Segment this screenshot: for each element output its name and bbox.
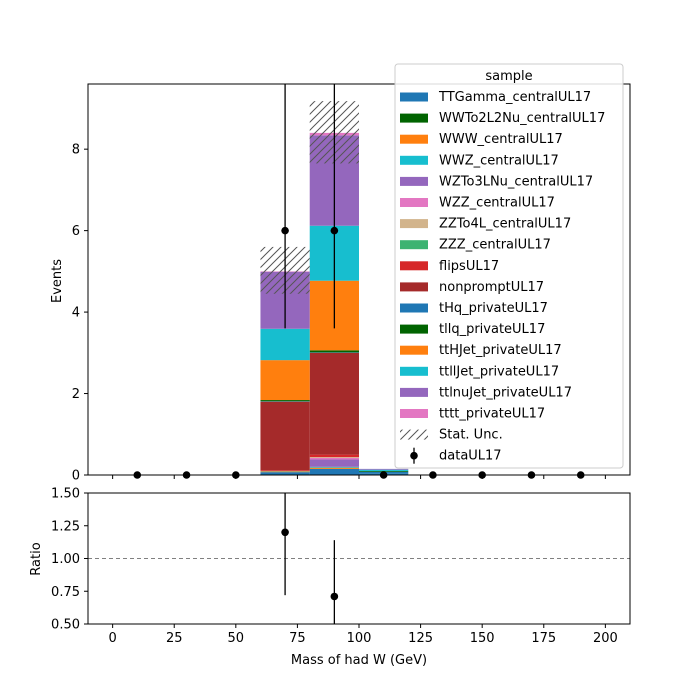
bar-WZZ_centralUL17-bin-4 xyxy=(309,457,359,460)
data-points xyxy=(133,84,585,479)
main-y-tick-label-4: 8 xyxy=(72,143,80,158)
main-y-tick-label-3: 6 xyxy=(72,224,80,239)
x-tick-label-8: 200 xyxy=(593,631,618,646)
ratio-y-axis-label: Ratio xyxy=(29,542,44,575)
ratio-y-ticks: 0.50 0.75 1.00 1.25 1.50 xyxy=(51,487,88,633)
legend-swatch-6 xyxy=(400,219,428,229)
data-point-3 xyxy=(281,226,289,235)
legend-label-4: WZTo3LNu_centralUL17 xyxy=(439,174,593,189)
main-y-tick-label-0: 0 xyxy=(72,469,80,484)
legend-label-2: WWW_centralUL17 xyxy=(439,132,563,147)
bar-nonpromptUL17-bin-4 xyxy=(309,352,359,455)
legend-swatch-8 xyxy=(400,261,428,271)
x-tick-label-0: 0 xyxy=(108,631,116,646)
bar-ttHJet_privateUL17-bin-3 xyxy=(260,360,310,401)
main-y-tick-label-2: 4 xyxy=(72,306,80,321)
ratio-points xyxy=(281,493,339,624)
x-tick-label-1: 25 xyxy=(166,631,183,646)
legend-label-3: WWZ_centralUL17 xyxy=(439,153,559,168)
legend-label-10: tHq_privateUL17 xyxy=(439,301,548,316)
legend-swatch-3 xyxy=(400,155,428,165)
bar-nonpromptUL17-bin-3 xyxy=(260,401,310,471)
legend-swatch-11 xyxy=(400,324,428,334)
bar-flipsUL17-bin-4 xyxy=(309,454,359,458)
legend-swatch-14 xyxy=(400,387,428,397)
legend-label-9: nonpromptUL17 xyxy=(439,280,544,295)
ratio-y-tick-label-0: 0.50 xyxy=(51,618,80,633)
legend-label-5: WZZ_centralUL17 xyxy=(439,196,555,211)
x-tick-label-4: 100 xyxy=(347,631,372,646)
main-plot: 0 2 4 6 8 Events xyxy=(50,83,631,484)
x-tick-label-6: 150 xyxy=(470,631,495,646)
legend-label-12: ttHJet_privateUL17 xyxy=(439,343,562,358)
legend-swatch-12 xyxy=(400,345,428,355)
main-x-ticks xyxy=(112,475,606,479)
bar-WWW_centralUL17-bin-4 xyxy=(309,467,359,469)
bar-tllq_privateUL17-bin-3 xyxy=(260,400,310,402)
legend-label-8: flipsUL17 xyxy=(439,259,499,274)
legend-swatch-4 xyxy=(400,176,428,186)
data-point-4 xyxy=(330,226,339,235)
ratio-y-tick-label-1: 0.75 xyxy=(51,585,80,600)
legend-swatch-15 xyxy=(400,409,428,418)
legend-label-15: tttt_privateUL17 xyxy=(439,407,545,422)
ratio-point-0 xyxy=(281,528,289,537)
bar-WZTo3LNu_centralUL17-bin-4 xyxy=(309,459,359,467)
ratio-x-ticks: 0 25 50 75 100 125 150 175 200 xyxy=(108,624,618,646)
bar-ttllJet_privateUL17-bin-5 xyxy=(359,469,409,471)
legend-title: sample xyxy=(485,69,532,84)
legend-data-marker xyxy=(410,451,418,460)
x-tick-label-5: 125 xyxy=(408,631,433,646)
ratio-y-tick-label-2: 1.00 xyxy=(51,552,80,567)
bar-tllq_privateUL17-bin-4 xyxy=(309,350,359,353)
bar-ZZTo4L_centralUL17-bin-4 xyxy=(309,457,359,458)
ratio-plot: 0 25 50 75 100 125 150 175 200 0.50 0.75 1.00 1.25 1… xyxy=(29,487,631,668)
main-y-tick-label-1: 2 xyxy=(72,387,80,402)
legend-swatch-10 xyxy=(400,303,428,313)
legend-label-0: TTGamma_centralUL17 xyxy=(438,90,591,105)
ratio-y-tick-label-4: 1.50 xyxy=(51,487,80,502)
legend-label-stat-unc: Stat. Unc. xyxy=(439,428,503,443)
legend: sample TTGamma_centralUL17 WWTo2L2Nu_cent… xyxy=(394,63,624,469)
legend-label-6: ZZTo4L_centralUL17 xyxy=(439,217,571,232)
legend-label-1: WWTo2L2Nu_centralUL17 xyxy=(439,111,605,126)
legend-swatch-1 xyxy=(400,113,428,123)
legend-swatch-9 xyxy=(400,282,428,292)
legend-frame xyxy=(394,63,624,469)
legend-label-data: dataUL17 xyxy=(439,449,502,464)
bar-WWZ_centralUL17-bin-4 xyxy=(309,466,359,468)
legend-entries: TTGamma_centralUL17 WWTo2L2Nu_centralUL17… xyxy=(400,90,605,464)
main-y-axis-label: Events xyxy=(50,259,65,303)
ratio-point-1 xyxy=(330,592,339,601)
bar-ttlnuJet_privateUL17-bin-5 xyxy=(359,468,409,470)
legend-swatch-5 xyxy=(400,198,428,207)
legend-label-7: ZZZ_centralUL17 xyxy=(439,238,551,253)
x-tick-label-2: 50 xyxy=(228,631,245,646)
bar-WWW_centralUL17-bin-3 xyxy=(260,471,310,473)
legend-swatch-0 xyxy=(400,92,428,102)
legend-swatch-13 xyxy=(400,366,428,376)
legend-label-11: tllq_privateUL17 xyxy=(439,322,545,337)
bar-ttllJet_privateUL17-bin-3 xyxy=(260,328,310,361)
x-tick-label-7: 175 xyxy=(531,631,556,646)
legend-swatch-stat-unc xyxy=(400,429,428,440)
legend-swatch-7 xyxy=(400,240,428,250)
bar-TTGamma_centralUL17-bin-3 xyxy=(260,472,310,475)
legend-label-13: ttllJet_privateUL17 xyxy=(439,364,559,379)
main-y-ticks: 0 2 4 6 8 xyxy=(72,143,88,484)
legend-swatch-2 xyxy=(400,134,428,144)
ratio-y-tick-label-3: 1.25 xyxy=(51,519,80,534)
x-axis-label: Mass of had W (GeV) xyxy=(291,653,427,668)
bar-flipsUL17-bin-3 xyxy=(260,470,310,471)
bar-TTGamma_centralUL17-bin-4 xyxy=(309,468,359,475)
x-tick-label-3: 75 xyxy=(289,631,306,646)
legend-label-14: ttlnuJet_privateUL17 xyxy=(439,385,572,400)
